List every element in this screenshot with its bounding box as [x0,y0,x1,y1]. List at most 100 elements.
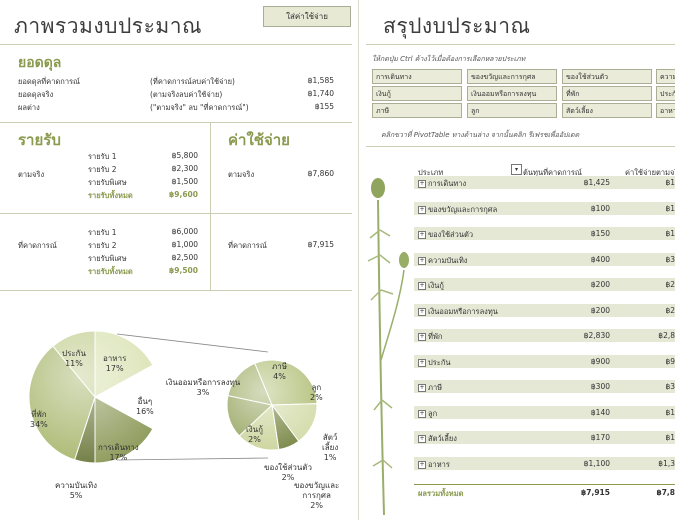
row-category: อาหาร [428,459,450,469]
expand-icon[interactable]: + [418,256,426,265]
slicer-button[interactable]: การเดินทาง [372,69,462,84]
filter-dropdown-icon[interactable]: ▾ [511,164,522,175]
pie-label-percent: 4% [273,372,286,381]
row-category: เงินกู้ [428,281,444,290]
income-projected-total-value: ฿9,500 [169,266,198,275]
balance-projected-note: (ที่คาดการณ์ลบค่าใช้จ่าย) [150,77,235,86]
budget-summary-title: สรุปงบประมาณ [383,14,531,38]
pivot-total-actual: ฿7,8 [656,488,675,497]
balance-difference-note: ("ตามจริง" ลบ "ที่คาดการณ์") [150,103,249,112]
row-projected: ฿300 [590,382,610,391]
slicer-button[interactable]: ลูก [467,103,557,118]
pivot-total-label: ผลรวมทั้งหมด [418,489,464,498]
enter-expenses-button[interactable]: ใส่ค่าใช้จ่าย [263,6,351,27]
expand-icon[interactable]: + [418,205,426,214]
slicer-button[interactable]: เงินออมหรือการลงทุน [467,86,557,101]
pie-label-savings: เงินออมหรือการลงทุน 3% [163,378,243,398]
row-category-cell: + ลูก [418,408,437,420]
pie-label-percent: 17% [105,364,124,373]
row-actual: ฿3 [665,254,675,264]
slicer-button[interactable]: เงินกู้ [372,86,462,101]
plant-illustration [367,178,409,516]
table-row[interactable] [414,329,675,342]
slicer-button[interactable]: สัตว์เลี้ยง [562,103,652,118]
pie-label-percent: 16% [136,407,154,416]
divider [0,122,352,123]
row-projected: ฿1,425 [583,178,610,187]
row-category-cell: + เงินกู้ [418,280,444,292]
balance-actual-note: (ตามจริงลบค่าใช้จ่าย) [150,90,223,99]
income-actual-item-value: ฿5,800 [171,151,198,160]
table-row[interactable] [414,456,675,470]
expand-icon[interactable]: + [418,231,426,239]
row-actual: ฿1 [665,433,675,442]
income-actual-item-label: รายรับ 1 [88,152,117,161]
row-projected: ฿150 [590,229,610,238]
table-row[interactable] [414,252,675,266]
slicer-button[interactable]: ของใช้ส่วนตัว [562,69,652,84]
row-category-cell: + ความบันเทิง [418,255,467,267]
row-category: ของขวัญและการกุศล [428,204,498,214]
row-projected: ฿140 [590,407,610,417]
slicer-button[interactable]: ที่พัก [562,86,652,101]
table-row[interactable] [414,354,675,368]
expand-icon[interactable]: + [418,460,426,469]
divider [210,122,211,290]
table-row[interactable] [414,431,675,444]
balance-difference-value: ฿155 [314,102,334,111]
expand-icon[interactable]: + [418,358,426,367]
table-row[interactable] [414,380,675,393]
row-projected: ฿400 [590,254,610,264]
pie-label-text: ความบันเทิง [55,481,98,490]
pivot-header-projected: ต้นทุนที่คาดการณ์ [523,168,582,177]
slicer-button[interactable]: ประกั [656,86,675,101]
row-projected: ฿200 [590,305,610,315]
pie-label-text: ที่พัก [31,410,47,419]
row-category-cell: + สัตว์เลี้ยง [418,433,457,445]
pie-label-children: ลูก 2% [310,383,323,403]
row-category: ที่พัก [428,332,443,341]
income-projected-item-label: รายรับ 2 [88,241,117,250]
expand-icon[interactable]: + [418,435,426,443]
row-category: ภาษี [428,383,443,392]
table-row[interactable] [414,176,675,189]
table-row[interactable] [414,201,675,215]
row-actual: ฿9 [665,356,675,366]
income-projected-item-value: ฿1,000 [171,240,198,249]
expand-icon[interactable]: + [418,307,426,316]
expand-icon[interactable]: + [418,384,426,392]
income-actual-item-label: รายรับพิเศษ [88,178,127,187]
row-actual: ฿2,8 [658,331,675,340]
expand-icon[interactable]: + [418,282,426,290]
divider [0,44,352,45]
balance-title: ยอดดุล [18,55,62,71]
row-category-cell: + การเดินทาง [418,178,466,190]
slicer-button[interactable]: ของขวัญและการกุศล [467,69,557,84]
slicer-button[interactable]: อาหา [656,103,675,118]
slicer-button[interactable]: ความ [656,69,675,84]
pie-label-percent: 11% [65,359,83,368]
pie-label-pets: สัตว์ เลี้ยง 1% [322,433,338,463]
row-actual: ฿2 [665,305,675,315]
expand-icon[interactable]: + [418,333,426,341]
pie-label-gifts: ของขวัญและ การกุศล 2% [294,481,339,511]
income-projected-total-label: รายรับทั้งหมด [88,267,133,276]
table-row[interactable] [414,278,675,291]
row-projected: ฿900 [590,356,610,366]
expand-icon[interactable]: + [418,409,426,418]
row-category: สัตว์เลี้ยง [428,434,457,443]
divider [0,290,352,291]
slicer-button[interactable]: ภาษี [372,103,462,118]
pie-label-loans: เงินกู้ 2% [246,425,263,445]
row-projected: ฿1,100 [583,458,610,468]
expand-icon[interactable]: + [418,180,426,188]
row-category-cell: + เงินออมหรือการลงทุน [418,306,498,318]
row-category-cell: + อาหาร [418,459,450,471]
pie-label-percent: 34% [30,420,48,429]
pie-label-text: เงินออมหรือการลงทุน 3% [165,378,241,397]
pie-label-text: ภาษี [272,362,288,371]
table-row[interactable] [414,227,675,240]
expenses-title: ค่าใช้จ่าย [228,131,290,149]
table-row[interactable] [414,405,675,419]
table-row[interactable] [414,303,675,317]
